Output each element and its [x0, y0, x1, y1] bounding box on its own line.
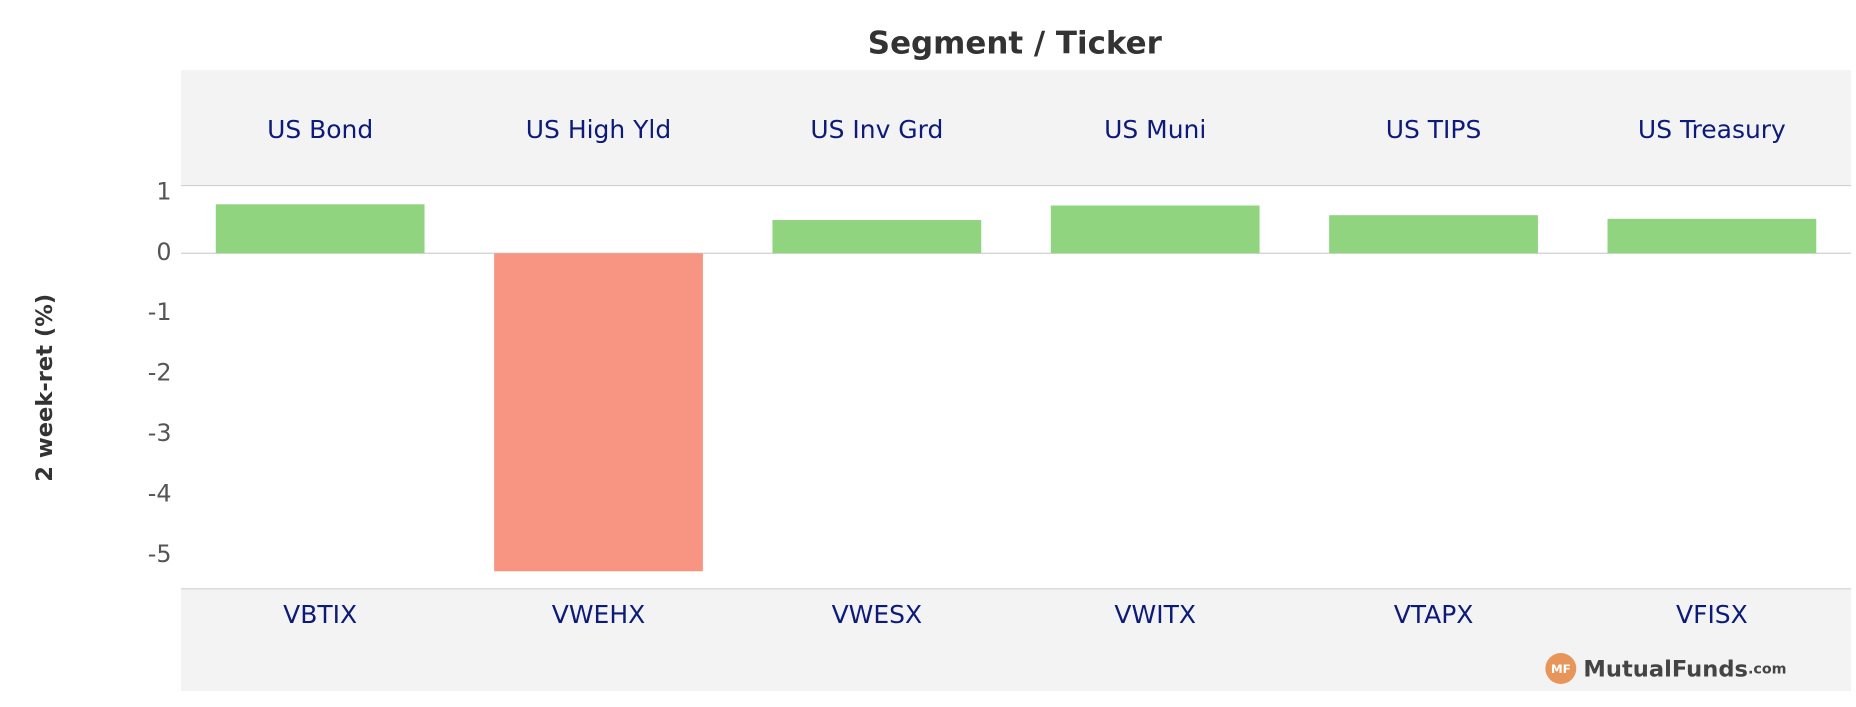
- y-tick-label: 0: [156, 238, 171, 266]
- logo-badge: MF: [1551, 662, 1571, 676]
- bar: [772, 220, 982, 254]
- segment-label: US Inv Grd: [810, 115, 943, 144]
- segment-label: US TIPS: [1386, 115, 1482, 144]
- y-tick-label: -4: [148, 480, 172, 508]
- logo-name: MutualFunds: [1583, 656, 1748, 682]
- bar: [494, 253, 703, 572]
- y-tick-label: -3: [148, 419, 172, 447]
- x-tick-label: VFISX: [1676, 600, 1748, 629]
- bar: [1329, 215, 1538, 254]
- bar: [1050, 205, 1260, 254]
- bar: [215, 204, 425, 254]
- x-tick-label: VWEHX: [552, 600, 645, 629]
- segment-label: US Bond: [267, 115, 373, 144]
- y-tick-label: -2: [148, 359, 172, 387]
- x-tick-label: VBTIX: [283, 600, 357, 629]
- logo-suffix: .com: [1748, 662, 1787, 678]
- bar: [1607, 218, 1817, 254]
- logo-text: MutualFunds.com: [1583, 656, 1786, 682]
- segment-label: US High Yld: [526, 115, 671, 144]
- segment-label: US Muni: [1104, 115, 1206, 144]
- y-tick-label: 1: [156, 177, 171, 205]
- y-tick-label: -1: [148, 298, 172, 326]
- logo-icon: [1545, 653, 1577, 684]
- segment-label: US Treasury: [1638, 115, 1786, 144]
- header-band: [180, 70, 1852, 186]
- y-axis-label: 2 week-ret (%): [32, 294, 58, 482]
- x-tick-label: VTAPX: [1394, 600, 1474, 629]
- y-tick-label: -5: [148, 540, 172, 568]
- x-tick-label: VWESX: [832, 600, 923, 629]
- x-tick-label: VWITX: [1114, 600, 1196, 629]
- chart-title: Segment / Ticker: [868, 26, 1163, 62]
